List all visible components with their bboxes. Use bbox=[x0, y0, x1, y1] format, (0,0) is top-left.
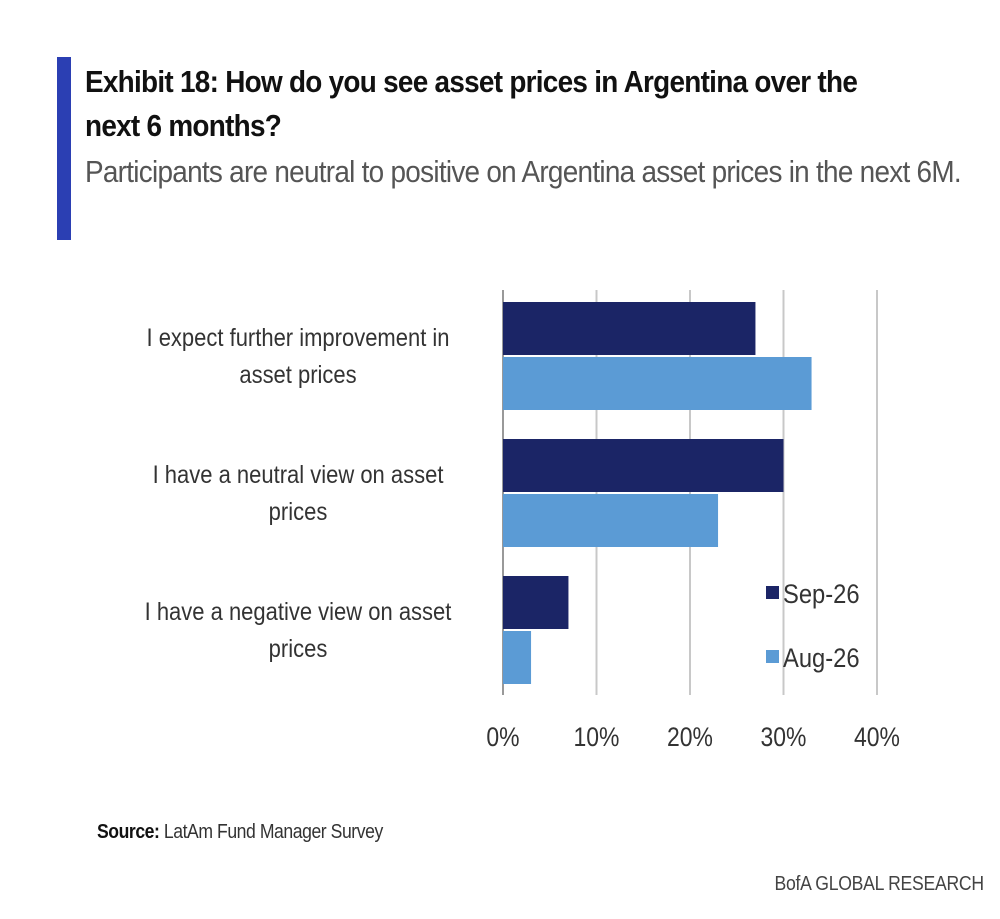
x-tick-label: 30% bbox=[761, 722, 807, 752]
chart-title: Exhibit 18: How do you see asset prices … bbox=[85, 64, 858, 143]
bar-sep-0 bbox=[503, 302, 756, 355]
category-label: I have a neutral view on asset prices bbox=[153, 461, 444, 526]
legend-label: Sep-26 bbox=[783, 580, 860, 610]
chart-subtitle: Participants are neutral to positive on … bbox=[85, 154, 962, 189]
legend-swatch bbox=[766, 586, 779, 599]
x-tick-label: 40% bbox=[854, 722, 900, 752]
category-label-line: I expect further improvement in bbox=[146, 324, 449, 352]
bars bbox=[503, 302, 812, 684]
x-tick-label: 10% bbox=[574, 722, 620, 752]
bar-sep-1 bbox=[503, 439, 784, 492]
source-label: Source: bbox=[97, 821, 160, 843]
category-label-line: prices bbox=[269, 498, 328, 526]
accent-bar bbox=[57, 57, 71, 240]
bar-aug-0 bbox=[503, 357, 812, 410]
source-note: Source: LatAm Fund Manager Survey bbox=[97, 821, 383, 844]
brand-footer: BofA GLOBAL RESEARCH bbox=[774, 873, 985, 895]
category-label-line: asset prices bbox=[239, 361, 356, 389]
x-tick-label: 20% bbox=[667, 722, 713, 752]
legend-label: Aug-26 bbox=[783, 644, 860, 674]
x-tick-labels: 0% 10% 20% 30% 40% bbox=[486, 722, 900, 752]
category-label-line: I have a neutral view on asset bbox=[153, 461, 444, 489]
category-label-line: I have a negative view on asset bbox=[145, 598, 452, 626]
legend: Sep-26 Aug-26 bbox=[766, 580, 860, 674]
bar-aug-1 bbox=[503, 494, 719, 547]
category-label: I have a negative view on asset prices bbox=[145, 598, 452, 663]
x-tick-label: 0% bbox=[486, 722, 519, 752]
legend-swatch bbox=[766, 650, 779, 663]
source-text: LatAm Fund Manager Survey bbox=[163, 821, 383, 843]
bar-aug-2 bbox=[503, 631, 532, 684]
category-label: I expect further improvement in asset pri… bbox=[146, 324, 449, 389]
bar-sep-2 bbox=[503, 576, 569, 629]
category-label-line: prices bbox=[269, 635, 328, 663]
category-labels: I expect further improvement in asset pri… bbox=[145, 324, 452, 663]
bar-chart: I expect further improvement in asset pri… bbox=[145, 290, 900, 752]
